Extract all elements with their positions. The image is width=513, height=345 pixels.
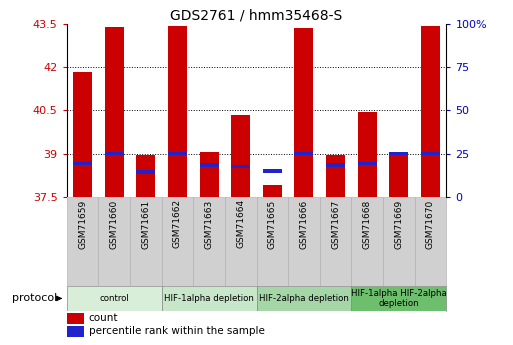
FancyBboxPatch shape — [98, 197, 130, 286]
Bar — [105, 27, 124, 197]
Bar — [358, 162, 377, 166]
Text: GSM71669: GSM71669 — [394, 199, 403, 249]
FancyBboxPatch shape — [320, 197, 351, 286]
FancyBboxPatch shape — [225, 197, 256, 286]
Bar — [263, 185, 282, 197]
Bar — [421, 26, 440, 197]
Text: GSM71667: GSM71667 — [331, 199, 340, 249]
Text: GSM71670: GSM71670 — [426, 199, 435, 249]
Bar — [389, 152, 408, 197]
Bar — [231, 165, 250, 168]
Text: GSM71661: GSM71661 — [141, 199, 150, 249]
FancyBboxPatch shape — [162, 197, 193, 286]
Bar — [136, 170, 155, 174]
FancyBboxPatch shape — [162, 286, 256, 310]
FancyBboxPatch shape — [67, 286, 162, 310]
Bar — [168, 152, 187, 155]
FancyBboxPatch shape — [288, 197, 320, 286]
Bar — [168, 26, 187, 197]
Text: HIF-1alpha depletion: HIF-1alpha depletion — [164, 294, 254, 303]
Bar — [389, 152, 408, 155]
Text: HIF-1alpha HIF-2alpha
depletion: HIF-1alpha HIF-2alpha depletion — [351, 289, 447, 308]
Text: HIF-2alpha depletion: HIF-2alpha depletion — [259, 294, 349, 303]
FancyBboxPatch shape — [351, 197, 383, 286]
Bar — [263, 169, 282, 172]
FancyBboxPatch shape — [415, 197, 446, 286]
Title: GDS2761 / hmm35468-S: GDS2761 / hmm35468-S — [170, 9, 343, 23]
Bar — [200, 152, 219, 197]
Text: GSM71660: GSM71660 — [110, 199, 119, 249]
Bar — [105, 152, 124, 155]
Bar — [73, 162, 92, 166]
Bar — [326, 155, 345, 197]
Bar — [294, 28, 313, 197]
FancyBboxPatch shape — [383, 197, 415, 286]
Text: count: count — [89, 313, 119, 323]
Text: GSM71665: GSM71665 — [268, 199, 277, 249]
FancyBboxPatch shape — [256, 286, 351, 310]
FancyBboxPatch shape — [351, 286, 446, 310]
Bar — [67, 313, 84, 324]
Bar — [358, 112, 377, 197]
Text: GSM71668: GSM71668 — [363, 199, 372, 249]
Text: protocol: protocol — [12, 294, 57, 303]
Text: percentile rank within the sample: percentile rank within the sample — [89, 326, 265, 336]
FancyBboxPatch shape — [67, 197, 98, 286]
Bar — [73, 71, 92, 197]
FancyBboxPatch shape — [256, 197, 288, 286]
Text: GSM71662: GSM71662 — [173, 199, 182, 248]
Text: control: control — [100, 294, 129, 303]
Bar — [200, 163, 219, 167]
Text: GSM71666: GSM71666 — [300, 199, 308, 249]
Bar — [421, 152, 440, 155]
Text: GSM71664: GSM71664 — [236, 199, 245, 248]
Bar — [67, 326, 84, 337]
Bar — [231, 115, 250, 197]
Text: GSM71659: GSM71659 — [78, 199, 87, 249]
FancyBboxPatch shape — [193, 197, 225, 286]
FancyBboxPatch shape — [130, 197, 162, 286]
Bar — [136, 155, 155, 197]
Text: GSM71663: GSM71663 — [205, 199, 213, 249]
Bar — [294, 152, 313, 155]
Bar — [326, 163, 345, 167]
